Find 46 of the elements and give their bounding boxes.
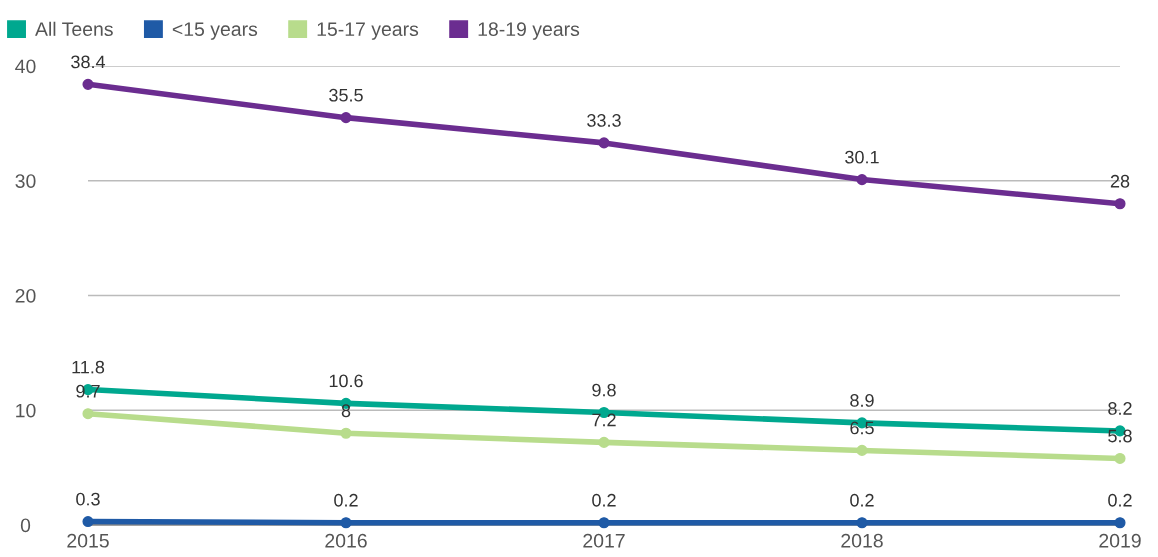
y-tick-label: 10: [16, 403, 36, 418]
point: [598, 436, 610, 448]
x-tick-label: 2017: [583, 533, 625, 548]
legend-label: 18-19 years: [478, 22, 580, 40]
y-tick-label: 40: [15, 59, 36, 74]
data-label: 35.5: [329, 88, 363, 102]
x-tick-label: 2019: [1099, 533, 1141, 548]
point: [1114, 452, 1126, 465]
data-label: 9.8: [592, 383, 616, 397]
point: [856, 517, 868, 529]
data-label: 7.2: [592, 413, 616, 427]
point: [1114, 517, 1126, 529]
data-label: 10.6: [329, 374, 363, 388]
x-tick-label: 2016: [325, 533, 367, 548]
data-label: 8.9: [850, 394, 874, 407]
data-label: 28: [1110, 174, 1130, 188]
point: [598, 137, 610, 149]
data-label: 0.2: [334, 493, 358, 507]
data-label: 11.8: [72, 360, 105, 374]
point: [82, 408, 94, 420]
x-tick-label: 2018: [841, 533, 883, 548]
legend-label: 15-17 years: [317, 22, 419, 40]
point: [856, 444, 868, 456]
y-tick-label: 20: [15, 288, 36, 303]
point: [82, 78, 94, 90]
point: [856, 174, 868, 186]
y-tick-label: 30: [15, 174, 36, 188]
data-label: 8: [341, 404, 351, 418]
data-label: 0.3: [76, 492, 100, 506]
data-label: 38.4: [71, 55, 106, 69]
data-label: 33.3: [587, 114, 621, 127]
point: [340, 427, 352, 439]
data-label: 8.2: [1108, 402, 1132, 415]
data-label: 0.2: [592, 493, 616, 507]
legend-label: All Teens: [35, 21, 113, 37]
y-tick-label: 0: [20, 518, 31, 533]
data-label: 0.2: [850, 493, 874, 507]
point: [598, 517, 610, 529]
data-label: 30.1: [845, 150, 879, 164]
legend-label: <15 years: [172, 22, 258, 40]
x-tick-label: 2015: [67, 533, 109, 548]
point: [82, 516, 94, 528]
point: [340, 517, 352, 529]
data-label: 0.2: [1108, 493, 1132, 507]
point: [340, 112, 352, 124]
point: [1114, 198, 1126, 210]
